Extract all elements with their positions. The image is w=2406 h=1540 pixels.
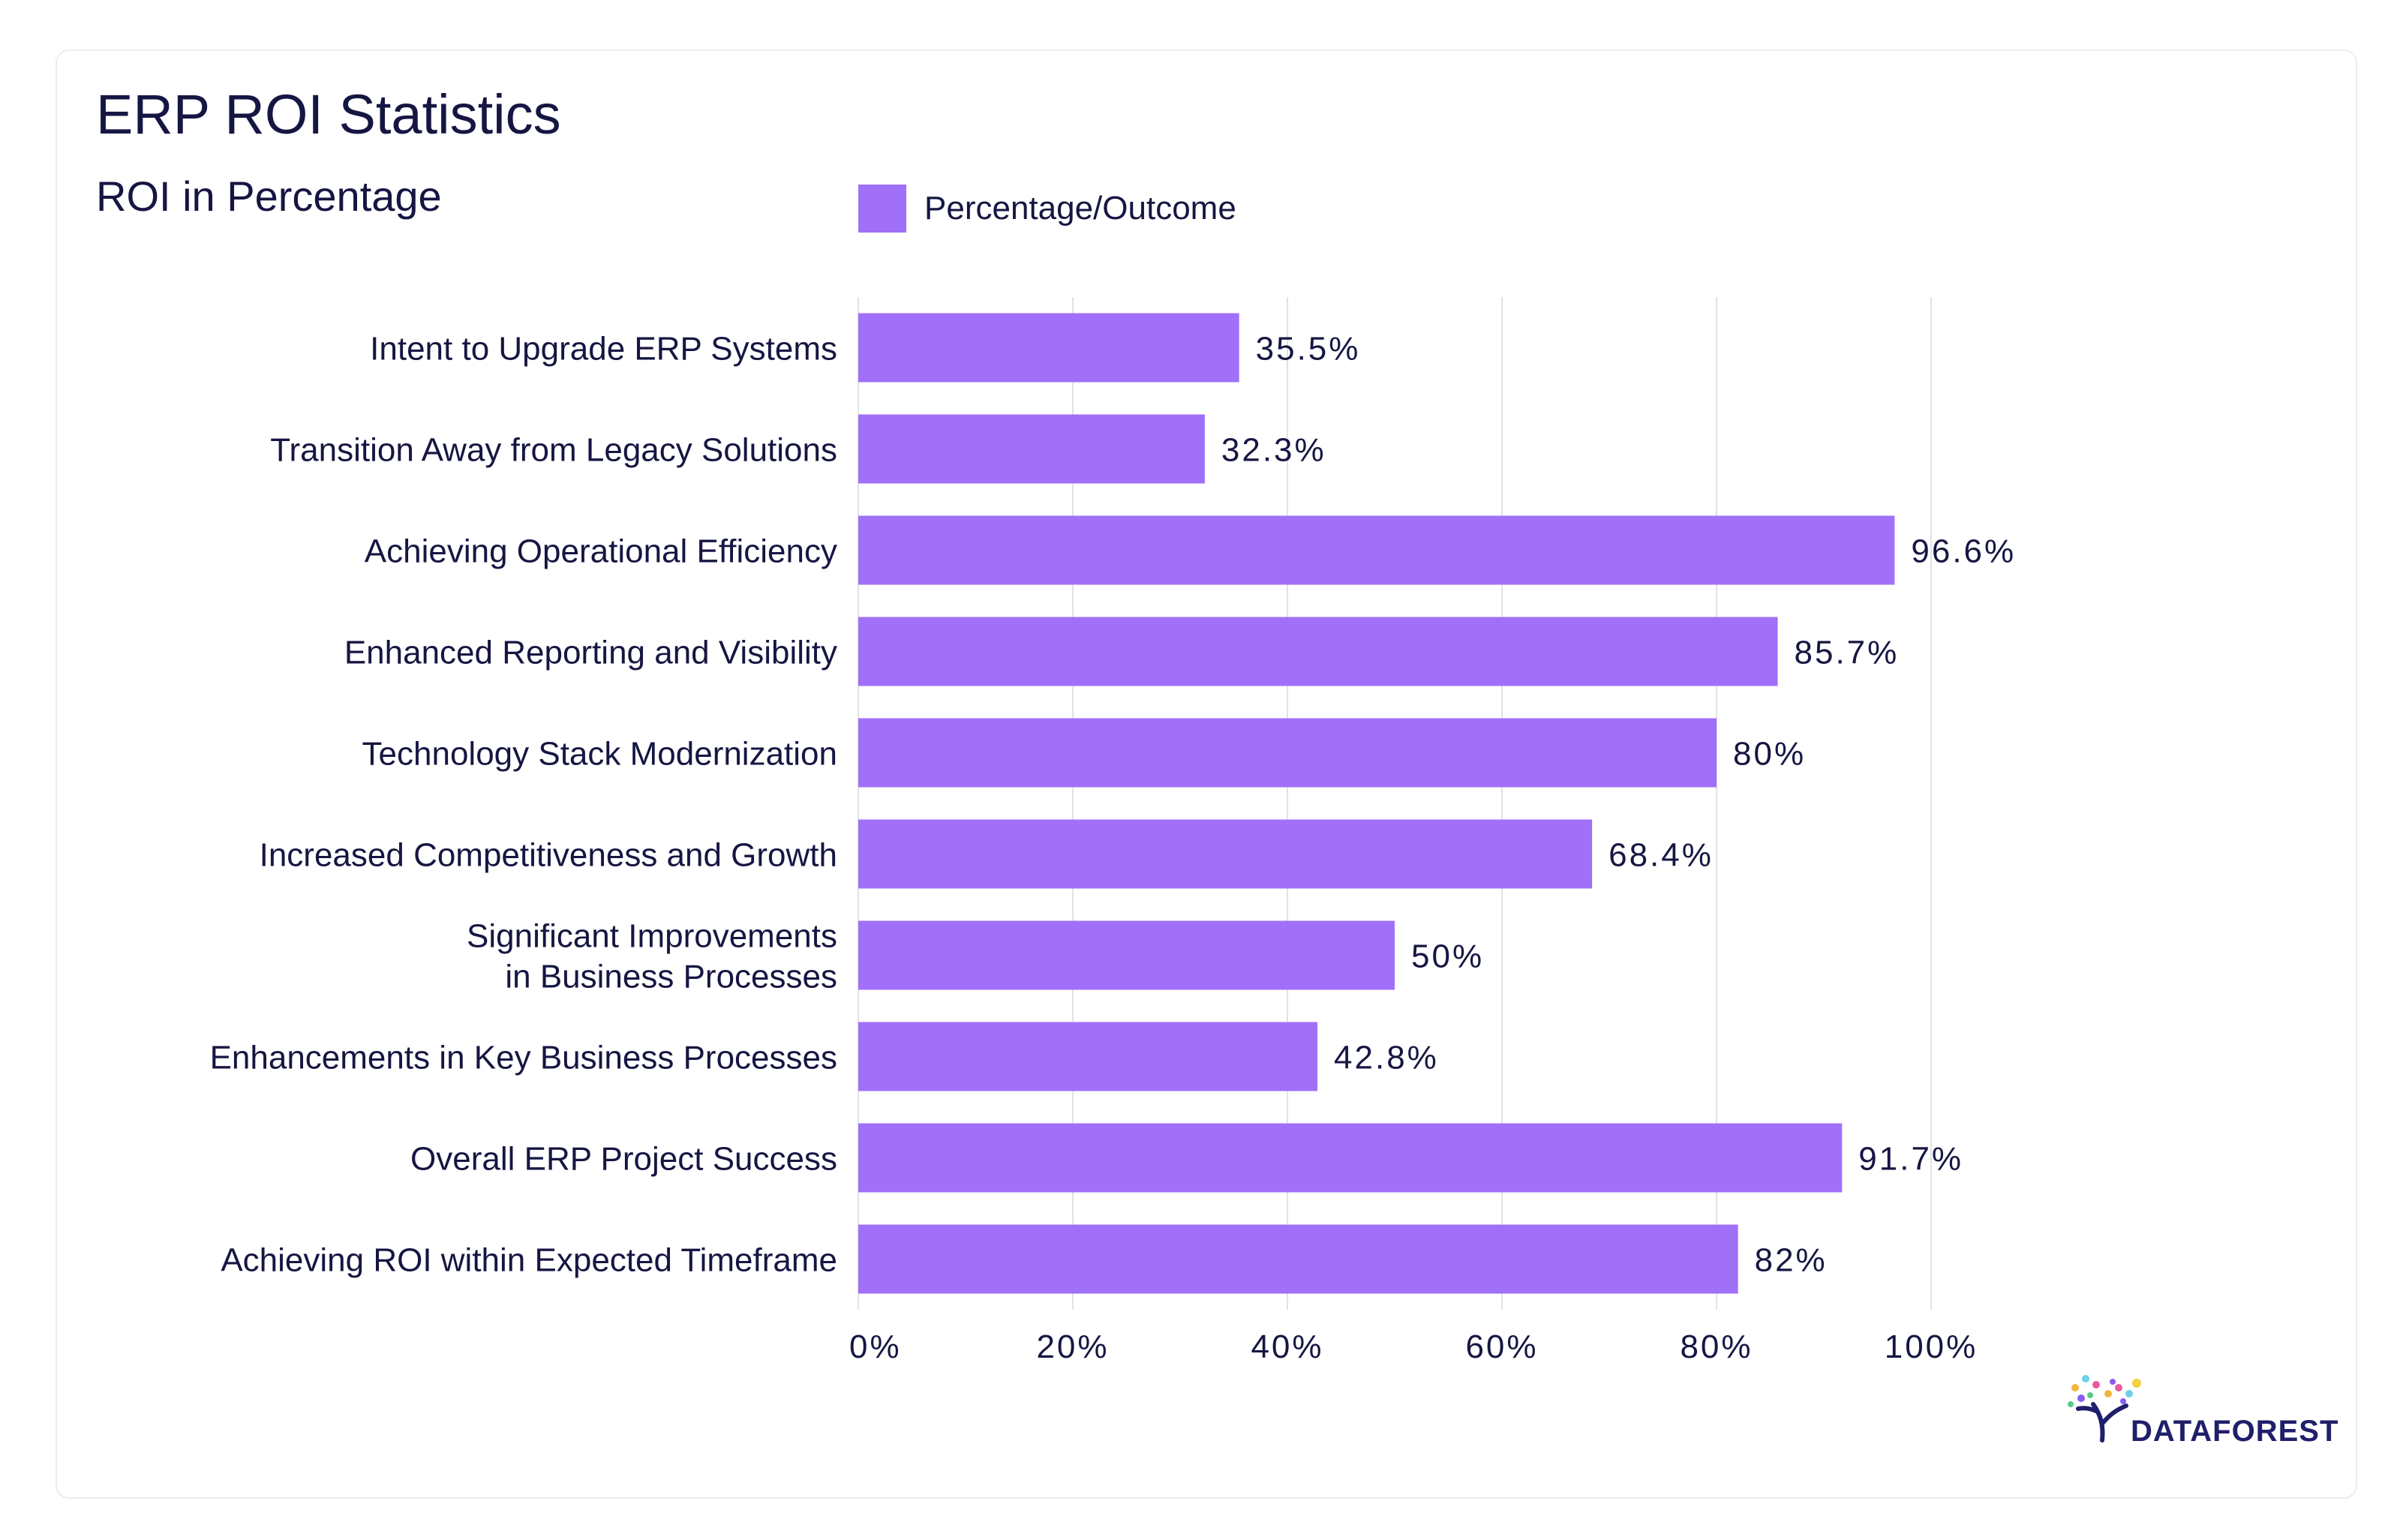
legend-label: Percentage/Outcome <box>924 190 1236 227</box>
category-label: Enhancements in Key Business Processes <box>210 1040 837 1076</box>
legend: Percentage/Outcome <box>858 185 1236 233</box>
x-tick-label: 0% <box>849 1328 902 1365</box>
x-tick-label: 100% <box>1885 1328 1978 1365</box>
bar <box>858 313 1239 383</box>
bar <box>858 617 1778 686</box>
value-label: 42.8% <box>1334 1040 1439 1076</box>
category-label-line: Increased Competitiveness and Growth <box>260 837 837 874</box>
category-label: Enhanced Reporting and Visibility <box>344 635 837 671</box>
category-label-line: Enhancements in Key Business Processes <box>210 1040 837 1076</box>
x-tick-label: 20% <box>1036 1328 1109 1365</box>
category-label: Technology Stack Modernization <box>362 736 837 773</box>
value-label: 91.7% <box>1858 1141 1963 1178</box>
category-label-line: Intent to Upgrade ERP Systems <box>370 331 837 368</box>
value-label: 96.6% <box>1911 533 2016 570</box>
bar <box>858 920 1395 990</box>
category-label-line: Transition Away from Legacy Solutions <box>270 432 837 469</box>
category-label: Achieving Operational Efficiency <box>365 533 837 570</box>
value-label: 68.4% <box>1609 837 1714 874</box>
x-tick-label: 80% <box>1680 1328 1753 1365</box>
category-label: Achieving ROI within Expected Timeframe <box>221 1242 837 1279</box>
value-label: 85.7% <box>1795 635 1900 671</box>
category-label: Increased Competitiveness and Growth <box>260 837 837 874</box>
dataforest-logo: DATAFOREST <box>2063 1365 2338 1448</box>
category-label-line: Enhanced Reporting and Visibility <box>344 635 837 671</box>
chart-title: ERP ROI Statistics <box>96 83 561 146</box>
category-label-line: Overall ERP Project Success <box>410 1141 837 1178</box>
category-label: Intent to Upgrade ERP Systems <box>370 331 837 368</box>
bar <box>858 819 1593 889</box>
bar <box>858 1022 1318 1091</box>
value-label: 82% <box>1755 1242 1828 1279</box>
bar <box>858 718 1717 788</box>
bar <box>858 414 1205 484</box>
category-label-line: Achieving Operational Efficiency <box>365 533 837 570</box>
legend-swatch <box>858 185 906 233</box>
category-label-line: Technology Stack Modernization <box>362 736 837 773</box>
value-label: 35.5% <box>1256 331 1361 368</box>
category-label-line: Significant Improvements <box>467 918 837 955</box>
value-label: 80% <box>1733 736 1806 773</box>
tree-logo-icon <box>2068 1375 2141 1442</box>
x-tick-label: 40% <box>1251 1328 1323 1365</box>
category-label-line: in Business Processes <box>505 959 837 995</box>
category-label: Overall ERP Project Success <box>410 1141 837 1178</box>
category-label-line: Achieving ROI within Expected Timeframe <box>221 1242 837 1279</box>
chart-subtitle: ROI in Percentage <box>96 173 442 220</box>
bar <box>858 515 1895 585</box>
x-tick-label: 60% <box>1465 1328 1538 1365</box>
bar <box>858 1123 1843 1193</box>
category-label: Transition Away from Legacy Solutions <box>270 432 837 469</box>
category-label: Significant Improvements in Business Proc… <box>467 918 837 995</box>
value-label: 32.3% <box>1221 432 1326 469</box>
value-label: 50% <box>1411 938 1484 975</box>
logo-text: DATAFOREST <box>2131 1415 2339 1448</box>
bar <box>858 1224 1738 1294</box>
